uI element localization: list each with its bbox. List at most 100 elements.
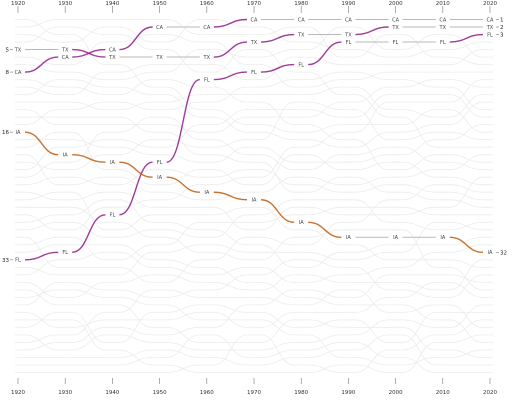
series-point-label-tx: TX xyxy=(155,55,163,61)
series-point-label-ca: CA xyxy=(251,17,258,23)
axis-tick-label-top: 1960 xyxy=(200,1,214,7)
series-line-ia xyxy=(260,199,295,223)
series-line-ia xyxy=(449,236,484,254)
start-rank-label-fl: 33 xyxy=(2,258,9,264)
series-line-ia xyxy=(72,153,106,163)
series-line-tx xyxy=(355,26,389,36)
series-point-label-fl: FL xyxy=(487,32,493,38)
series-point-label-tx: TX xyxy=(108,55,116,61)
axis-tick-label-top: 1970 xyxy=(247,1,261,7)
axis-tick-label-bottom: 1940 xyxy=(105,390,119,396)
series-point-label-fl: FL xyxy=(440,40,446,46)
series-point-label-fl: FL xyxy=(204,77,210,83)
axis-tick-label-top: 1940 xyxy=(105,1,119,7)
series-line-fl xyxy=(119,161,153,216)
series-point-label-ia: IA xyxy=(440,235,445,241)
axis-tick-label-bottom: 1950 xyxy=(153,390,167,396)
start-rank-label-ia: 16 xyxy=(2,130,9,136)
axis-tick-label-top: 2010 xyxy=(436,1,450,7)
background-series-line xyxy=(18,334,490,373)
series-point-label-ia: IA xyxy=(204,190,209,196)
series-line-fl xyxy=(213,71,248,81)
series-line-fl xyxy=(260,63,295,73)
series-point-label-ia: IA xyxy=(252,198,257,204)
start-rank-label-tx: 5 xyxy=(6,48,10,54)
series-line-fl xyxy=(166,78,201,163)
axis-tick-label-top: 2020 xyxy=(483,1,497,7)
axis-tick-label-top: 1930 xyxy=(58,1,72,7)
series-point-label-fl: FL xyxy=(15,258,21,264)
axis-tick-label-top: 1950 xyxy=(153,1,167,7)
series-point-label-ia: IA xyxy=(16,130,21,136)
series-point-label-tx: TX xyxy=(344,32,352,38)
series-line-tx xyxy=(260,33,295,43)
axis-tick-label-top: 1920 xyxy=(11,1,25,7)
axis-tick-label-bottom: 1980 xyxy=(294,390,308,396)
end-rank-label-tx: 2 xyxy=(500,25,504,31)
series-point-label-ca: CA xyxy=(109,47,116,53)
series-point-label-fl: FL xyxy=(251,70,257,76)
background-series-line xyxy=(18,19,490,58)
series-point-label-ia: IA xyxy=(393,235,398,241)
background-series-line xyxy=(18,259,490,298)
series-point-label-fl: FL xyxy=(62,250,68,256)
background-series-line xyxy=(18,191,490,268)
series-line-fl xyxy=(449,33,484,43)
axis-tick-label-bottom: 1960 xyxy=(200,390,214,396)
series-point-label-tx: TX xyxy=(203,55,211,61)
axis-tick-label-bottom: 1920 xyxy=(11,390,25,396)
series-point-label-ca: CA xyxy=(298,17,305,23)
series-point-label-fl: FL xyxy=(346,40,352,46)
series-point-label-ia: IA xyxy=(488,250,493,256)
series-line-fl xyxy=(24,251,59,261)
series-point-label-ca: CA xyxy=(62,55,69,61)
series-point-label-tx: TX xyxy=(14,47,22,53)
series-point-label-ca: CA xyxy=(156,25,163,31)
series-line-tx xyxy=(213,41,248,58)
end-rank-label-ca: 1 xyxy=(500,18,504,24)
end-rank-label-ia: 32 xyxy=(500,250,507,256)
series-point-label-fl: FL xyxy=(298,62,304,68)
axis-tick-label-bottom: 2020 xyxy=(483,390,497,396)
start-rank-label-ca: 8 xyxy=(6,70,10,76)
series-line-ia xyxy=(213,191,248,201)
series-point-label-ia: IA xyxy=(346,235,351,241)
series-point-label-ca: CA xyxy=(487,17,494,23)
series-point-label-ca: CA xyxy=(203,25,210,31)
series-line-ca xyxy=(119,26,153,51)
series-point-label-ca: CA xyxy=(392,17,399,23)
series-point-label-ia: IA xyxy=(157,175,162,181)
series-line-ia xyxy=(166,176,200,193)
axis-tick-label-top: 1980 xyxy=(294,1,308,7)
axis-tick-label-top: 1990 xyxy=(341,1,355,7)
series-point-label-tx: TX xyxy=(297,32,305,38)
series-point-label-fl: FL xyxy=(110,213,116,219)
axis-tick-label-bottom: 2000 xyxy=(389,390,403,396)
end-rank-label-fl: 3 xyxy=(500,33,504,39)
series-line-ia xyxy=(119,161,153,178)
background-series-line xyxy=(18,244,490,283)
axis-tick-label-bottom: 1970 xyxy=(247,390,261,396)
background-series-line xyxy=(18,101,490,171)
series-line-ca xyxy=(24,56,59,73)
series-point-label-tx: TX xyxy=(486,25,494,31)
series-point-label-ia: IA xyxy=(110,160,115,166)
series-line-fl xyxy=(72,214,106,254)
series-point-label-ca: CA xyxy=(15,70,22,76)
axis-tick-label-bottom: 1930 xyxy=(58,390,72,396)
series-point-label-tx: TX xyxy=(391,25,399,31)
series-point-label-tx: TX xyxy=(61,47,69,53)
series-point-label-ca: CA xyxy=(439,17,446,23)
series-point-label-fl: FL xyxy=(393,40,399,46)
axis-tick-label-bottom: 2010 xyxy=(436,390,450,396)
axis-tick-label-top: 2000 xyxy=(389,1,403,7)
series-point-label-ia: IA xyxy=(63,152,68,158)
series-line-ca xyxy=(213,18,248,28)
series-line-fl xyxy=(308,41,342,66)
series-point-label-tx: TX xyxy=(250,40,258,46)
series-line-ia xyxy=(308,221,342,239)
series-line-ia xyxy=(24,131,59,156)
series-point-label-ca: CA xyxy=(345,17,352,23)
